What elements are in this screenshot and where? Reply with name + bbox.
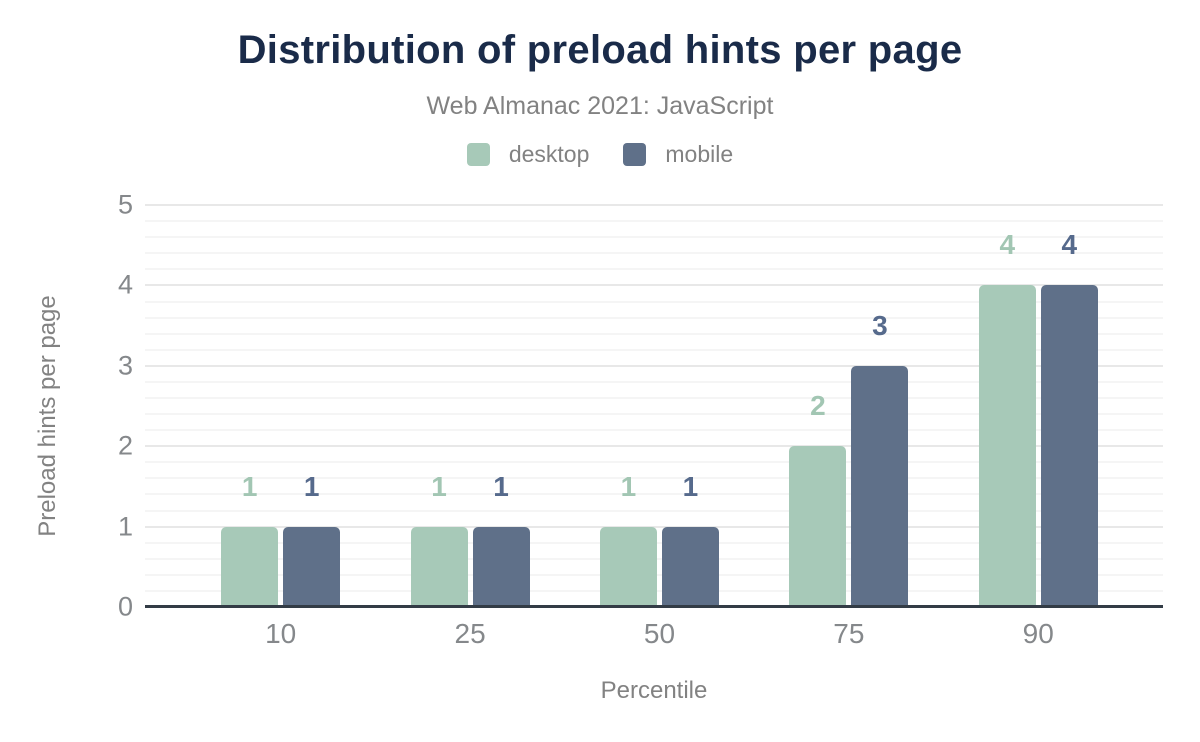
bar-group-25: 1 1 25 (410, 205, 530, 648)
legend: desktop mobile (0, 141, 1200, 168)
bar-groups: 1 1 10 1 1 25 1 1 50 2 3 75 4 4 90 (145, 205, 1163, 648)
bar-group-10: 1 1 10 (221, 205, 341, 648)
x-tick-label: 75 (833, 618, 865, 649)
minor-gridline (145, 300, 1163, 303)
y-axis-title: Preload hints per page (34, 295, 61, 537)
x-tick-label: 10 (265, 618, 297, 649)
desktop-bar: 4 (978, 231, 1036, 607)
desktop-bar: 1 (221, 472, 279, 607)
minor-gridline (145, 509, 1163, 512)
x-axis-line (145, 605, 1163, 608)
desktop-bar: 1 (410, 472, 468, 607)
mobile-bar-value-label: 1 (493, 470, 509, 502)
x-tick-label: 25 (454, 618, 486, 649)
bar-group-50: 1 1 50 (599, 205, 719, 648)
mobile-bar: 1 (661, 472, 719, 607)
minor-gridline (145, 252, 1163, 255)
desktop-swatch (466, 143, 490, 166)
desktop-bar-value-label: 1 (620, 470, 637, 502)
y-tick-label: 0 (117, 591, 133, 622)
mobile-bar-value-label: 1 (303, 470, 320, 502)
bar-group-90: 4 4 90 (978, 205, 1098, 648)
x-tick-label: 50 (643, 618, 676, 649)
legend-item-mobile: mobile (623, 141, 733, 168)
minor-gridline (145, 397, 1163, 399)
minor-gridline (145, 413, 1163, 415)
desktop-bar: 1 (599, 472, 657, 607)
mobile-bar: 1 (283, 472, 341, 607)
legend-item-desktop: desktop (466, 141, 590, 168)
x-axis-title: Percentile (600, 677, 708, 704)
minor-gridline (145, 348, 1163, 351)
minor-gridline (145, 268, 1163, 271)
desktop-bar: 2 (789, 392, 847, 607)
major-gridline (145, 284, 1163, 287)
mobile-bar-value-label: 1 (682, 470, 699, 502)
bar-group-75: 2 3 75 (789, 205, 909, 648)
minor-gridline (145, 236, 1163, 239)
x-tick-label: 90 (1022, 618, 1054, 649)
mobile-bar-value-label: 4 (1061, 229, 1078, 261)
mobile-bar: 1 (472, 472, 530, 607)
y-tick-label: 2 (117, 430, 133, 461)
desktop-bar-value-label: 4 (999, 229, 1016, 261)
mobile-bar: 4 (1040, 231, 1098, 607)
minor-gridline (145, 477, 1163, 480)
mobile-swatch (623, 143, 647, 166)
y-axis-ticks: 0 1 2 3 4 5 (87, 191, 133, 620)
legend-label-mobile: mobile (665, 141, 734, 167)
y-tick-label: 5 (117, 189, 133, 220)
minor-gridline (145, 461, 1163, 464)
legend-label-desktop: desktop (508, 141, 590, 167)
minor-gridline (145, 493, 1163, 496)
major-gridline (145, 445, 1163, 448)
mobile-bar: 3 (851, 311, 909, 607)
minor-gridline (145, 429, 1163, 432)
y-tick-label: 4 (117, 269, 133, 300)
minor-gridline (145, 220, 1163, 223)
y-tick-label: 3 (117, 350, 133, 381)
desktop-bar-value-label: 1 (431, 470, 447, 502)
minor-gridline (145, 380, 1163, 383)
major-gridline (145, 364, 1163, 367)
mobile-bar-value-label: 3 (872, 309, 888, 341)
chart-title: Distribution of preload hints per page (237, 28, 963, 72)
minor-gridline (145, 332, 1163, 335)
major-gridline (145, 204, 1163, 206)
minor-gridline (145, 316, 1163, 319)
plot-area: 0 1 2 3 4 5 1 1 10 1 1 25 1 1 50 2 3 75 4 4 90 (118, 191, 1163, 648)
desktop-bar-value-label: 2 (810, 390, 826, 422)
desktop-bar-value-label: 1 (241, 470, 258, 502)
chart-subtitle: Web Almanac 2021: JavaScript (426, 92, 774, 120)
y-tick-label: 1 (117, 511, 133, 542)
